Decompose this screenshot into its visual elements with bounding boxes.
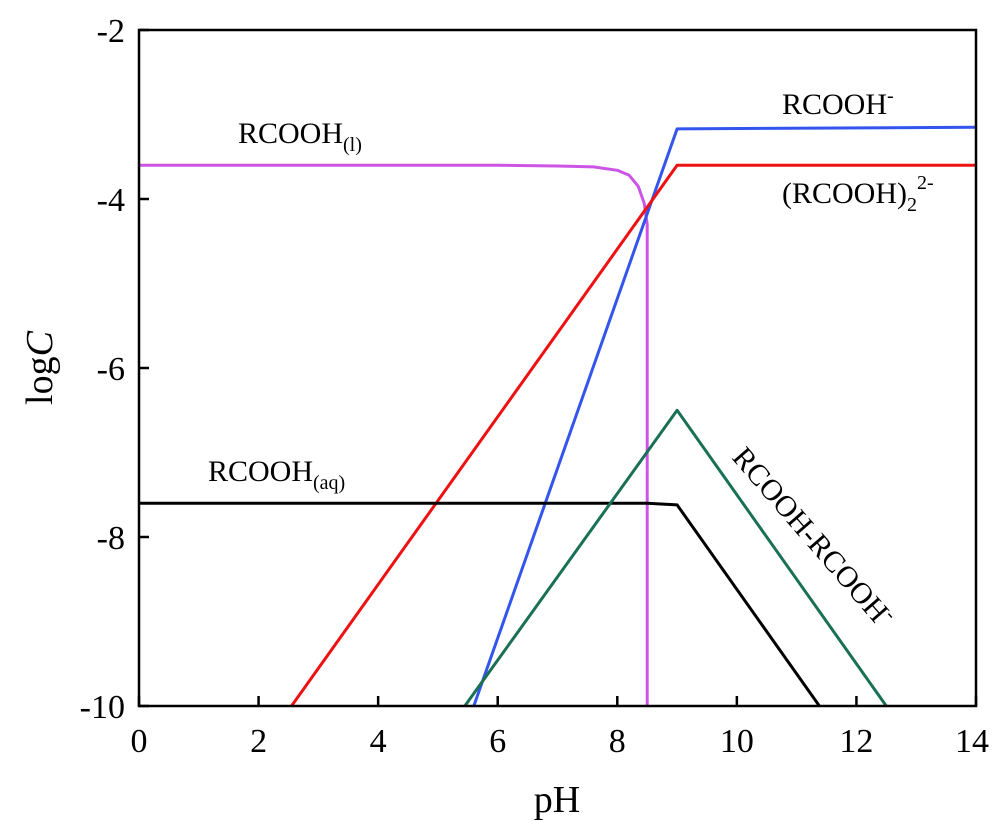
- y-axis-title-log: log: [19, 356, 61, 405]
- x-tick-label: 10: [720, 723, 754, 760]
- y-tick-label: -8: [97, 520, 125, 557]
- x-tick-label: 12: [839, 723, 873, 760]
- series-line-4: [463, 408, 888, 707]
- y-tick-label: -6: [97, 351, 125, 388]
- x-tick-label: 0: [131, 723, 148, 760]
- label-rcooh-l: RCOOH(l): [238, 117, 362, 156]
- series-line-1: [472, 125, 977, 707]
- y-axis-title-variable: C: [19, 330, 61, 356]
- x-axis-title: pH: [534, 779, 580, 821]
- y-tick-label: -2: [97, 13, 125, 50]
- y-axis-title: logC: [19, 330, 61, 405]
- x-tick-label: 4: [370, 723, 387, 760]
- tick-layer: 0 2 4 6 8 10 12 14 -2 -4 -6 -8 -10: [80, 13, 989, 760]
- x-tick-label: 2: [250, 723, 267, 760]
- label-rcooh-aq: RCOOH(aq): [208, 455, 345, 494]
- x-tick-label: 6: [489, 723, 506, 760]
- series-line-2: [290, 163, 976, 707]
- series-layer: [139, 125, 977, 707]
- label-dimer-2minus: (RCOOH)22-: [782, 172, 934, 216]
- label-rcooh-minus: RCOOH-: [782, 85, 894, 121]
- x-tick-label: 14: [955, 723, 989, 760]
- y-tick-label: -4: [97, 182, 125, 219]
- series-line-3: [139, 501, 821, 707]
- y-tick-label: -10: [80, 689, 125, 726]
- x-tick-label: 8: [609, 723, 626, 760]
- series-line-0: [139, 163, 649, 706]
